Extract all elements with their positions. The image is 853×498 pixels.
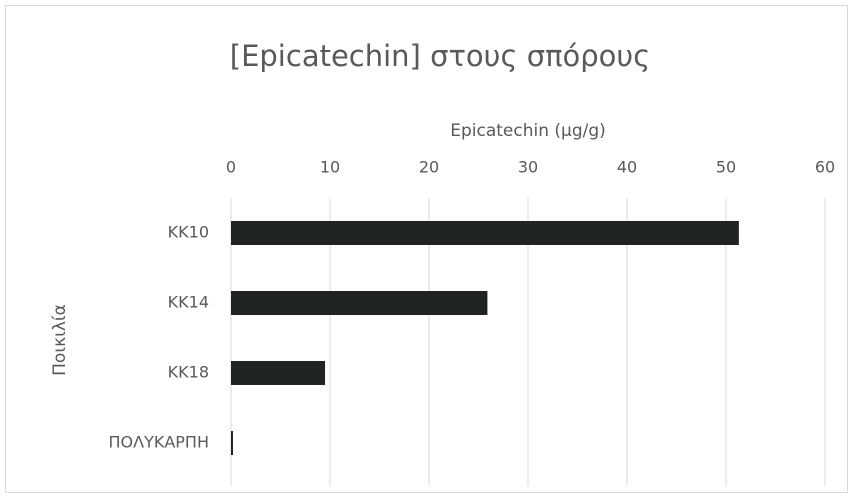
bar xyxy=(231,291,488,315)
y-tick-label: KK14 xyxy=(168,293,209,312)
x-axis-title: Epicatechin (μg/g) xyxy=(450,121,606,141)
x-tick-label: 10 xyxy=(320,158,340,177)
y-tick-label: KK10 xyxy=(168,223,209,242)
chart-frame xyxy=(5,5,848,493)
bar xyxy=(231,361,326,385)
y-axis-title: Ποικιλία xyxy=(50,304,70,376)
x-tick-label: 30 xyxy=(518,158,538,177)
bar xyxy=(231,221,739,245)
x-tick-label: 50 xyxy=(716,158,736,177)
x-tick-label: 0 xyxy=(226,158,236,177)
chart-title: [Epicatechin] στους σπόρους xyxy=(230,39,650,73)
x-tick-label: 60 xyxy=(815,158,835,177)
y-tick-label: KK18 xyxy=(168,363,209,382)
y-tick-label: ΠΟΛΥΚΑΡΠΗ xyxy=(109,433,210,452)
x-tick-label: 20 xyxy=(419,158,439,177)
bar xyxy=(231,431,233,455)
x-tick-label: 40 xyxy=(617,158,637,177)
